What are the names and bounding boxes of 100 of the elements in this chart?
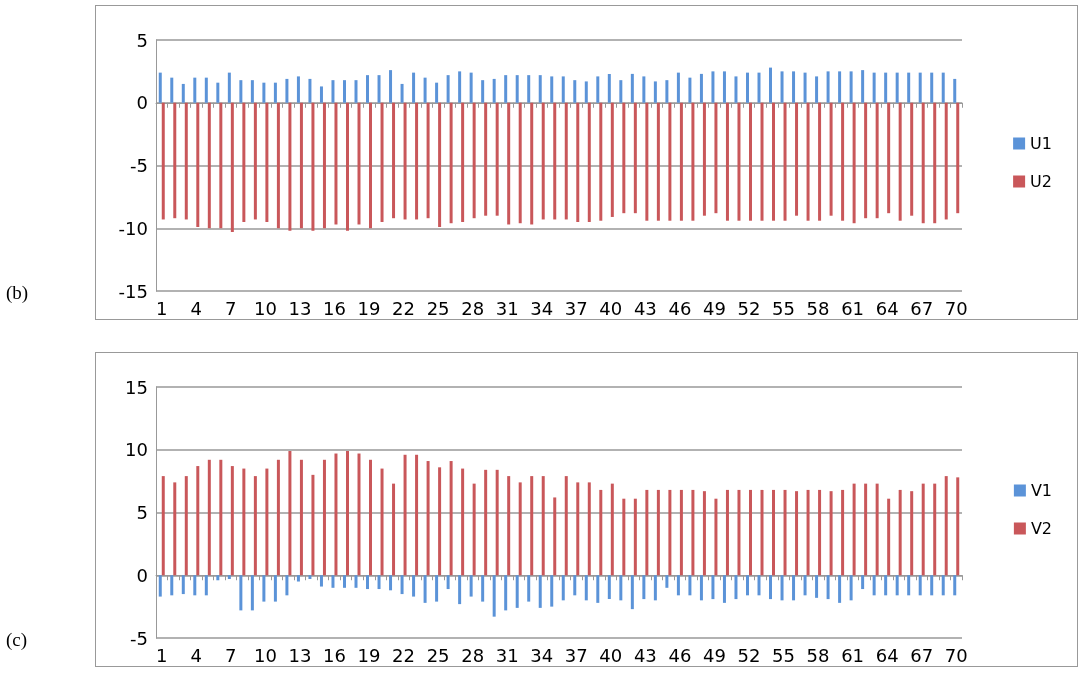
bar: [564, 476, 568, 576]
x-tick-label: 64: [875, 644, 899, 666]
bar: [481, 575, 485, 602]
bar: [299, 459, 303, 576]
bar: [610, 102, 614, 217]
bar: [722, 71, 726, 103]
bar: [944, 476, 948, 576]
bar: [342, 80, 346, 103]
y-tick-label: 15: [125, 376, 148, 398]
bar: [357, 453, 361, 576]
bar: [377, 75, 381, 103]
bar: [481, 80, 485, 103]
bar: [331, 80, 335, 103]
x-tick-label: 43: [633, 644, 657, 666]
bar: [158, 575, 162, 597]
bar: [864, 102, 868, 219]
bar: [196, 102, 200, 227]
bar: [910, 102, 914, 216]
x-tick-label: 22: [392, 644, 416, 666]
bar: [849, 575, 853, 601]
bar: [852, 102, 856, 224]
bar: [158, 72, 162, 103]
bar: [757, 72, 761, 103]
bar: [714, 498, 718, 576]
legend-label: U2: [1030, 172, 1052, 191]
x-tick-label: 25: [426, 297, 450, 319]
bar: [921, 102, 925, 224]
bar: [438, 102, 442, 227]
bar: [734, 76, 738, 103]
bar: [239, 80, 243, 103]
bar: [530, 102, 534, 225]
bar: [722, 575, 726, 603]
bar: [884, 575, 888, 596]
bar: [806, 102, 810, 221]
bar: [576, 102, 580, 222]
bar: [527, 575, 531, 602]
bar: [769, 575, 773, 600]
bar: [250, 575, 254, 611]
bar: [795, 491, 799, 576]
bar: [204, 77, 208, 103]
x-tick-label: 28: [461, 297, 485, 319]
bar: [262, 575, 266, 602]
x-tick-label: 13: [288, 297, 312, 319]
bar: [415, 454, 419, 576]
bar: [227, 72, 231, 103]
bar: [725, 102, 729, 221]
bar: [861, 575, 865, 590]
bar: [607, 575, 611, 600]
bar: [285, 78, 289, 103]
bar: [227, 575, 231, 580]
legend-label: U1: [1030, 134, 1052, 153]
bar: [838, 71, 842, 103]
bar: [426, 102, 430, 219]
bar: [322, 102, 326, 229]
bar: [515, 575, 519, 608]
bar: [642, 76, 646, 103]
bar: [181, 83, 185, 103]
bar: [507, 102, 511, 225]
bar: [760, 489, 764, 576]
bar: [518, 482, 522, 576]
bar: [342, 575, 346, 588]
bar: [803, 72, 807, 103]
bar: [599, 489, 603, 576]
bar: [829, 102, 833, 216]
bar: [642, 575, 646, 600]
bar: [898, 102, 902, 221]
bar: [748, 489, 752, 576]
bar: [173, 102, 177, 219]
bar: [849, 71, 853, 103]
bar: [561, 575, 565, 601]
x-tick-label: 40: [599, 644, 623, 666]
bar: [389, 70, 393, 103]
bar: [288, 451, 292, 576]
y-tick-label: 0: [136, 564, 148, 586]
bar: [933, 102, 937, 224]
bar: [887, 102, 891, 214]
bar: [633, 102, 637, 214]
bar: [953, 78, 957, 103]
bar: [760, 102, 764, 221]
bar: [792, 71, 796, 103]
x-tick-label: 19: [357, 644, 381, 666]
bar: [550, 76, 554, 103]
bar: [170, 77, 174, 103]
bar: [714, 102, 718, 214]
bar: [170, 575, 174, 596]
bar: [815, 76, 819, 103]
bar: [679, 489, 683, 576]
bar: [446, 75, 450, 103]
x-tick-label: 19: [357, 297, 381, 319]
bar: [423, 77, 427, 103]
bar: [688, 575, 692, 596]
bar: [276, 459, 280, 576]
bar: [415, 102, 419, 220]
bar: [308, 575, 312, 580]
bar: [230, 466, 234, 576]
x-tick-label: 34: [530, 297, 554, 319]
bar: [446, 575, 450, 590]
bar: [403, 454, 407, 576]
bar: [676, 575, 680, 596]
bar: [757, 575, 761, 596]
